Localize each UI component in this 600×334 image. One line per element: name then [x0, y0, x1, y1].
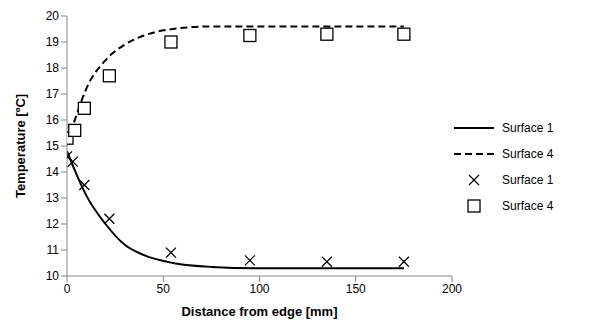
svg-text:12: 12 — [46, 217, 60, 231]
svg-text:200: 200 — [442, 282, 462, 296]
svg-text:10: 10 — [46, 269, 60, 283]
svg-text:Distance from edge [mm]: Distance from edge [mm] — [181, 304, 337, 319]
html-text:Surface 4: Surface 4 — [502, 199, 554, 213]
svg-text:16: 16 — [46, 113, 60, 127]
svg-text:50: 50 — [157, 282, 171, 296]
svg-text:13: 13 — [46, 191, 60, 205]
svg-text:11: 11 — [47, 243, 60, 257]
svg-text:19: 19 — [46, 35, 60, 49]
html-text:Surface 1: Surface 1 — [502, 173, 554, 187]
svg-text:100: 100 — [249, 282, 269, 296]
svg-text:18: 18 — [46, 61, 60, 75]
svg-text:14: 14 — [46, 165, 60, 179]
svg-text:20: 20 — [46, 9, 60, 23]
html-text:Surface 4: Surface 4 — [502, 147, 554, 161]
svg-text:150: 150 — [346, 282, 366, 296]
svg-text:Temperature [ºC]: Temperature [ºC] — [13, 94, 28, 198]
svg-text:15: 15 — [46, 139, 60, 153]
svg-text:17: 17 — [46, 87, 60, 101]
html-text:Surface 1: Surface 1 — [502, 121, 554, 135]
svg-text:0: 0 — [64, 282, 71, 296]
